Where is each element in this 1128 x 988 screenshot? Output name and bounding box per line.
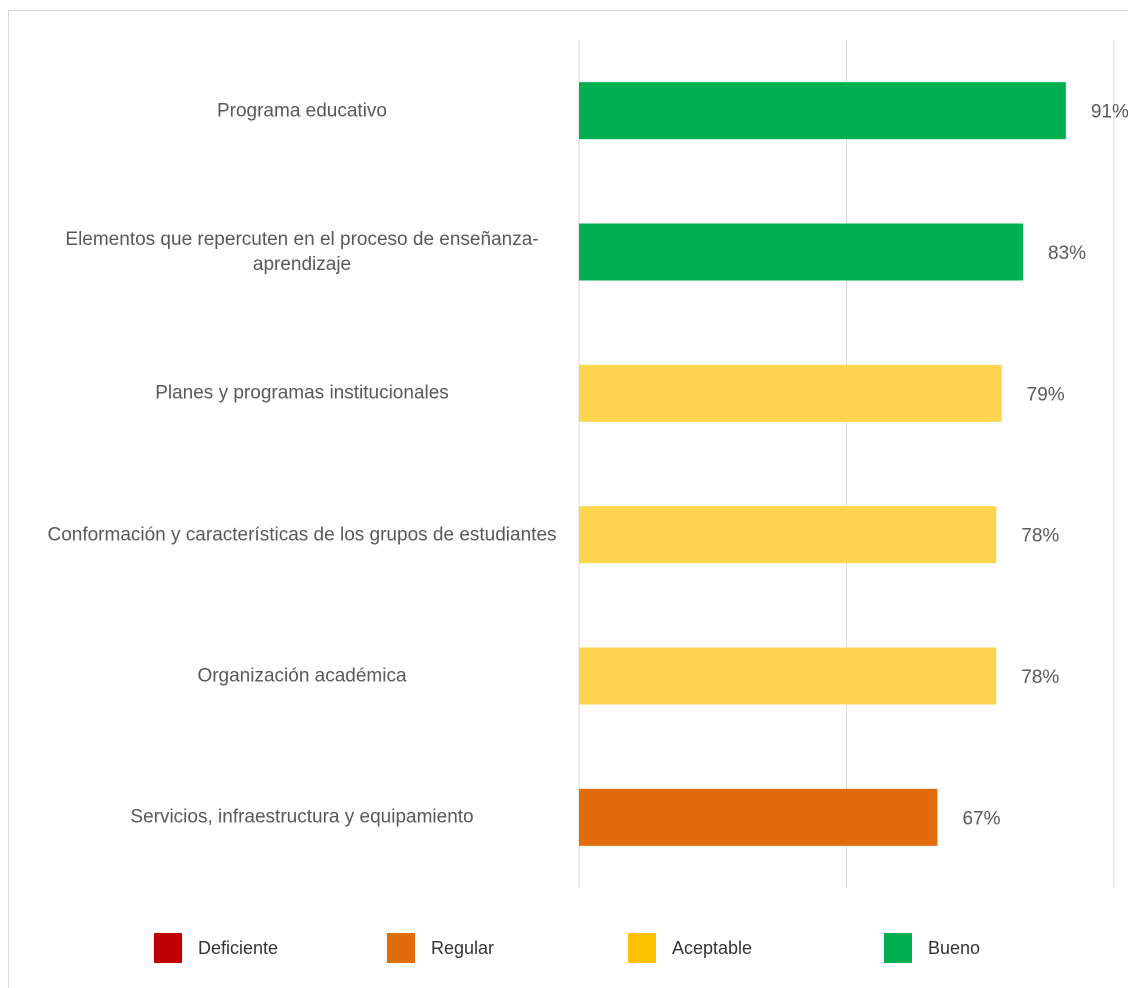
category-label: Organización académica bbox=[197, 665, 407, 687]
bar bbox=[579, 506, 997, 564]
value-label: 78% bbox=[1021, 667, 1059, 688]
legend-label: Regular bbox=[431, 938, 494, 958]
chart-frame bbox=[8, 10, 1128, 988]
legend-label: Bueno bbox=[928, 938, 980, 958]
bar bbox=[579, 223, 1024, 281]
legend-swatch bbox=[628, 933, 656, 963]
category-label: Servicios, infraestructura y equipamient… bbox=[130, 806, 474, 828]
legend-swatch bbox=[387, 933, 415, 963]
value-label: 78% bbox=[1021, 526, 1059, 547]
category-label: Programa educativo bbox=[216, 100, 388, 122]
bar bbox=[579, 788, 938, 846]
legend-label: Deficiente bbox=[198, 938, 278, 958]
bar bbox=[579, 82, 1066, 140]
legend-swatch bbox=[154, 933, 182, 963]
value-label: 91% bbox=[1091, 102, 1128, 123]
category-label: Conformación y características de los gr… bbox=[47, 524, 557, 546]
legend-swatch bbox=[884, 933, 912, 963]
value-label: 83% bbox=[1048, 243, 1086, 264]
category-label: Planes y programas institucionales bbox=[155, 382, 449, 404]
value-label: 79% bbox=[1027, 384, 1065, 405]
bar bbox=[579, 364, 1002, 422]
value-label: 67% bbox=[962, 808, 1000, 829]
category-label: Elementos que repercuten en el proceso d… bbox=[65, 229, 539, 275]
legend-label: Aceptable bbox=[672, 938, 752, 958]
bar bbox=[579, 647, 997, 705]
